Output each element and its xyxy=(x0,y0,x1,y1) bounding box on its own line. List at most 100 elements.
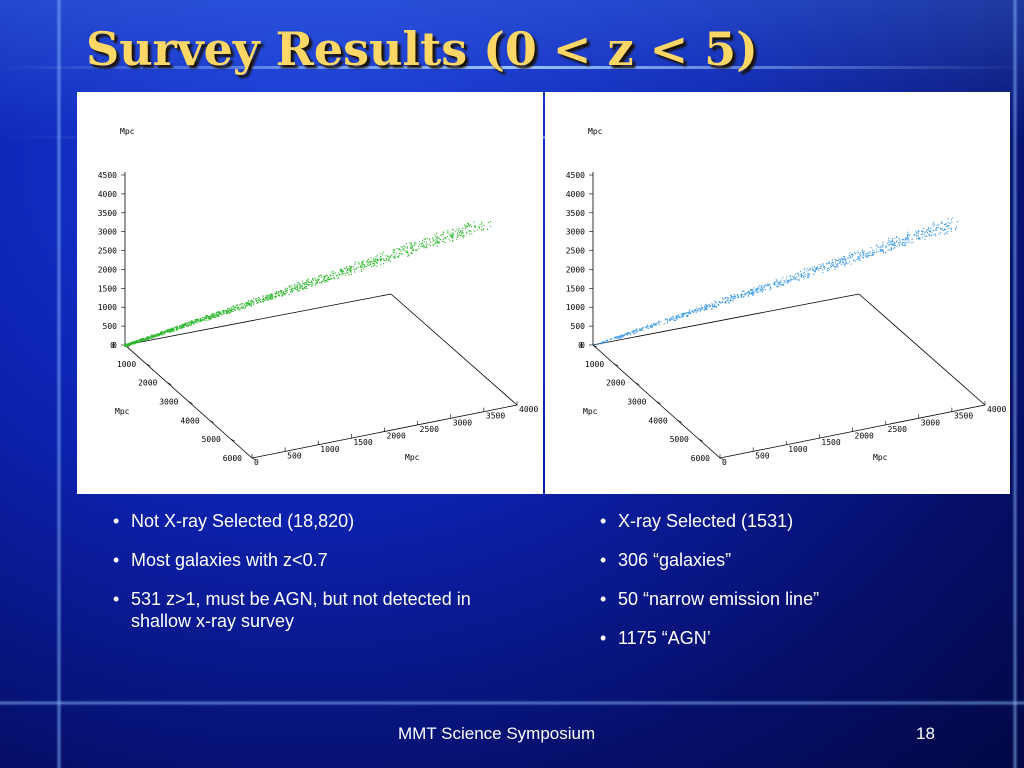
scatter-point xyxy=(329,274,331,276)
scatter-point xyxy=(175,326,177,328)
scatter-point xyxy=(647,325,649,327)
scatter-point xyxy=(272,296,274,298)
scatter-point xyxy=(921,233,923,235)
scatter-point xyxy=(896,236,898,238)
scatter-point xyxy=(223,312,225,314)
scatter-point xyxy=(212,314,214,316)
scatter-point xyxy=(855,253,857,255)
scatter-point xyxy=(297,288,299,290)
scatter-point xyxy=(459,234,461,236)
scatter-point xyxy=(753,291,755,293)
scatter-point xyxy=(670,317,672,319)
scatter-point xyxy=(794,273,796,275)
scatter-point xyxy=(641,327,643,329)
scatter-point xyxy=(873,250,875,252)
scatter-point xyxy=(665,318,667,320)
scatter-point xyxy=(606,341,608,343)
list-item: 1175 “AGN’ xyxy=(600,627,940,649)
scatter-point xyxy=(804,274,806,276)
scatter-point xyxy=(247,302,249,304)
scatter-point xyxy=(832,263,834,265)
scatter-point xyxy=(859,254,861,256)
scatter-point xyxy=(215,313,217,315)
scatter-point xyxy=(890,242,892,244)
scatter-point xyxy=(226,311,228,313)
scatter-point xyxy=(756,290,758,292)
scatter-point xyxy=(928,233,930,235)
scatter-point xyxy=(808,276,810,278)
scatter-point xyxy=(456,229,458,231)
scatter-point xyxy=(743,296,745,298)
scatter-point xyxy=(803,272,805,274)
scatter-point xyxy=(696,310,698,312)
scatter-point xyxy=(666,321,668,323)
scatter-point xyxy=(192,321,194,323)
scatter-point xyxy=(341,270,343,272)
scatter-point xyxy=(810,268,812,270)
scatter-point xyxy=(912,241,914,243)
scatter-point xyxy=(823,266,825,268)
scatter-point xyxy=(882,245,884,247)
scatter-point xyxy=(713,304,715,306)
scatter-point xyxy=(464,235,466,237)
scatter-point xyxy=(145,338,147,340)
scatter-point xyxy=(234,307,236,309)
scatter-point xyxy=(382,263,384,265)
scatter-point xyxy=(191,324,193,326)
scatter-point xyxy=(147,336,149,338)
scatter-point xyxy=(709,305,711,307)
scatter-point xyxy=(903,242,905,244)
y-tick-label: 6000 xyxy=(691,454,710,463)
scatter-point xyxy=(209,317,211,319)
scatter-point xyxy=(926,232,928,234)
scatter-point xyxy=(941,227,943,229)
scatter-point xyxy=(393,256,395,258)
scatter-point xyxy=(200,320,202,322)
scatter-point xyxy=(845,259,847,261)
scatter-point xyxy=(231,310,233,312)
scatter-point xyxy=(455,238,457,240)
scatter-point xyxy=(907,239,909,241)
scatter-point xyxy=(881,250,883,252)
scatter-point xyxy=(452,228,454,230)
scatter-point xyxy=(658,323,660,325)
scatter-point xyxy=(823,268,825,270)
scatter-point xyxy=(869,252,871,254)
scatter-point xyxy=(676,316,678,318)
scatter-point xyxy=(138,339,140,341)
scatter-point xyxy=(253,302,255,304)
scatter-point xyxy=(922,231,924,233)
scatter-point xyxy=(329,278,331,280)
scatter-point xyxy=(206,316,208,318)
scatter-point xyxy=(244,307,246,309)
scatter-point xyxy=(666,322,668,324)
scatter-point xyxy=(460,233,462,235)
scatter-point xyxy=(854,260,856,262)
scatter-point xyxy=(713,303,715,305)
scatter-point xyxy=(456,232,458,234)
scatter-point xyxy=(373,263,375,265)
axis-line xyxy=(858,293,986,406)
scatter-point xyxy=(296,289,298,291)
scatter-point xyxy=(245,305,247,307)
scatter-point xyxy=(147,338,149,340)
scatter-point xyxy=(178,327,180,329)
scatter-point xyxy=(844,258,846,260)
scatter-point xyxy=(341,269,343,271)
scatter-point xyxy=(292,290,294,292)
scatter-point xyxy=(481,225,483,227)
scatter-point xyxy=(307,278,309,280)
scatter-point xyxy=(421,242,423,244)
scatter-point xyxy=(348,270,350,272)
scatter-point xyxy=(141,340,143,342)
scatter-point xyxy=(862,257,864,259)
scatter-point xyxy=(345,271,347,273)
scatter-point xyxy=(848,261,850,263)
scatter-point xyxy=(776,286,778,288)
scatter-point xyxy=(896,245,898,247)
scatter-point xyxy=(943,230,945,232)
scatter-point xyxy=(304,282,306,284)
scatter-point xyxy=(718,304,720,306)
scatter-point xyxy=(699,311,701,313)
scatter-point xyxy=(183,323,185,325)
